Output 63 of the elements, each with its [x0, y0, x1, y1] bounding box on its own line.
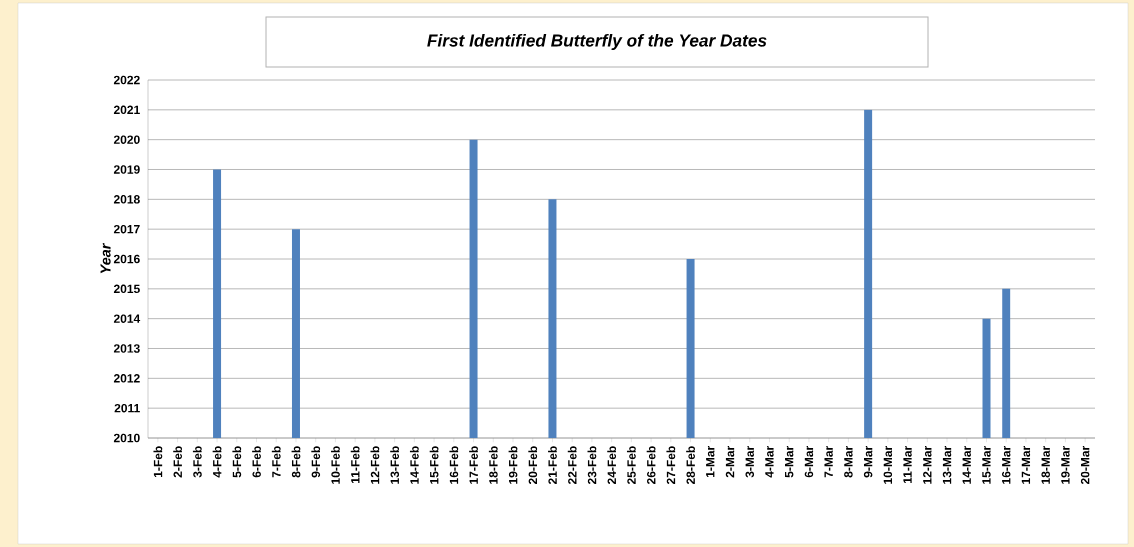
x-tick-label: 10-Feb — [331, 446, 340, 484]
x-tick-label: 17-Feb — [469, 446, 478, 484]
x-tick-label: 8-Feb — [291, 446, 301, 478]
x-tick-label: 16-Feb — [449, 446, 459, 484]
x-tick-label: 2-Feb — [173, 446, 182, 478]
x-tick-label: 18-Feb — [488, 446, 498, 484]
x-tick-label: 9-Mar — [863, 445, 873, 478]
x-tick-label: 1-Feb — [153, 446, 163, 478]
y-tick-label: 2013 — [113, 344, 140, 353]
x-tick-label: 23-Feb — [587, 446, 597, 485]
x-tick-label: 16-Mar — [1001, 445, 1011, 484]
y-tick-label: 2015 — [113, 284, 140, 294]
chart-title: First Identified Butterfly of the Year Dates — [427, 33, 767, 51]
x-tick-label: 6-Mar — [804, 445, 814, 478]
x-tick-label: 15-Mar — [982, 445, 991, 484]
x-tick-label: 7-Feb — [271, 446, 281, 478]
x-tick-label: 13-Feb — [390, 446, 400, 484]
x-tick-label: 7-Mar — [824, 445, 833, 478]
y-axis-title: Year — [100, 243, 111, 274]
x-tick-label: 9-Feb — [311, 446, 321, 478]
x-tick-label: 6-Feb — [252, 446, 261, 478]
x-tick-label: 11-Feb — [350, 446, 360, 484]
x-tick-label: 15-Feb — [429, 446, 439, 484]
x-tick-label: 11-Mar — [903, 445, 912, 484]
x-tick-label: 22-Feb — [567, 446, 577, 485]
x-tick-label: 20-Mar — [1080, 445, 1090, 485]
x-tick-label: 28-Feb — [686, 446, 695, 485]
y-tick-label: 2014 — [113, 314, 141, 323]
x-tick-label: 4-Mar — [765, 445, 774, 478]
y-tick-label: 2021 — [113, 105, 140, 115]
x-tick-label: 19-Feb — [508, 446, 518, 484]
x-tick-label: 5-Feb — [232, 446, 242, 478]
x-tick-label: 24-Feb — [607, 446, 617, 485]
y-tick-label: 2022 — [113, 75, 140, 85]
y-tick-label: 2016 — [113, 254, 140, 264]
x-tick-label: 10-Mar — [883, 445, 893, 484]
x-tick-label: 14-Mar — [962, 445, 971, 484]
y-tick-label: 2010 — [113, 433, 140, 443]
x-tick-label: 3-Mar — [745, 445, 755, 478]
x-tick-label: 5-Mar — [785, 445, 794, 478]
y-tick-label: 2012 — [113, 374, 140, 383]
x-tick-label: 19-Mar — [1061, 445, 1070, 484]
x-tick-label: 12-Feb — [370, 446, 380, 484]
x-tick-label: 26-Feb — [646, 446, 656, 485]
x-tick-label: 17-Mar — [1021, 445, 1031, 484]
y-tick-label: 2020 — [113, 135, 140, 144]
y-tick-label: 2019 — [113, 165, 140, 174]
x-tick-label: 14-Feb — [409, 446, 419, 484]
x-tick-label: 20-Feb — [528, 446, 538, 485]
y-tick-label: 2018 — [113, 195, 140, 204]
y-tick-label: 2017 — [113, 224, 140, 234]
x-tick-label: 25-Feb — [626, 446, 636, 485]
x-tick-label: 12-Mar — [923, 445, 932, 484]
x-tick-label: 8-Mar — [844, 445, 853, 478]
x-tick-label: 4-Feb — [212, 446, 222, 478]
x-tick-label: 1-Mar — [706, 445, 715, 478]
x-tick-label: 18-Mar — [1041, 445, 1050, 484]
x-tick-label: 27-Feb — [666, 446, 676, 485]
x-tick-label: 13-Mar — [942, 445, 952, 484]
x-tick-label: 3-Feb — [192, 446, 202, 478]
x-tick-label: 21-Feb — [548, 446, 557, 485]
y-tick-label: 2011 — [114, 403, 140, 413]
x-tick-label: 2-Mar — [725, 445, 735, 478]
